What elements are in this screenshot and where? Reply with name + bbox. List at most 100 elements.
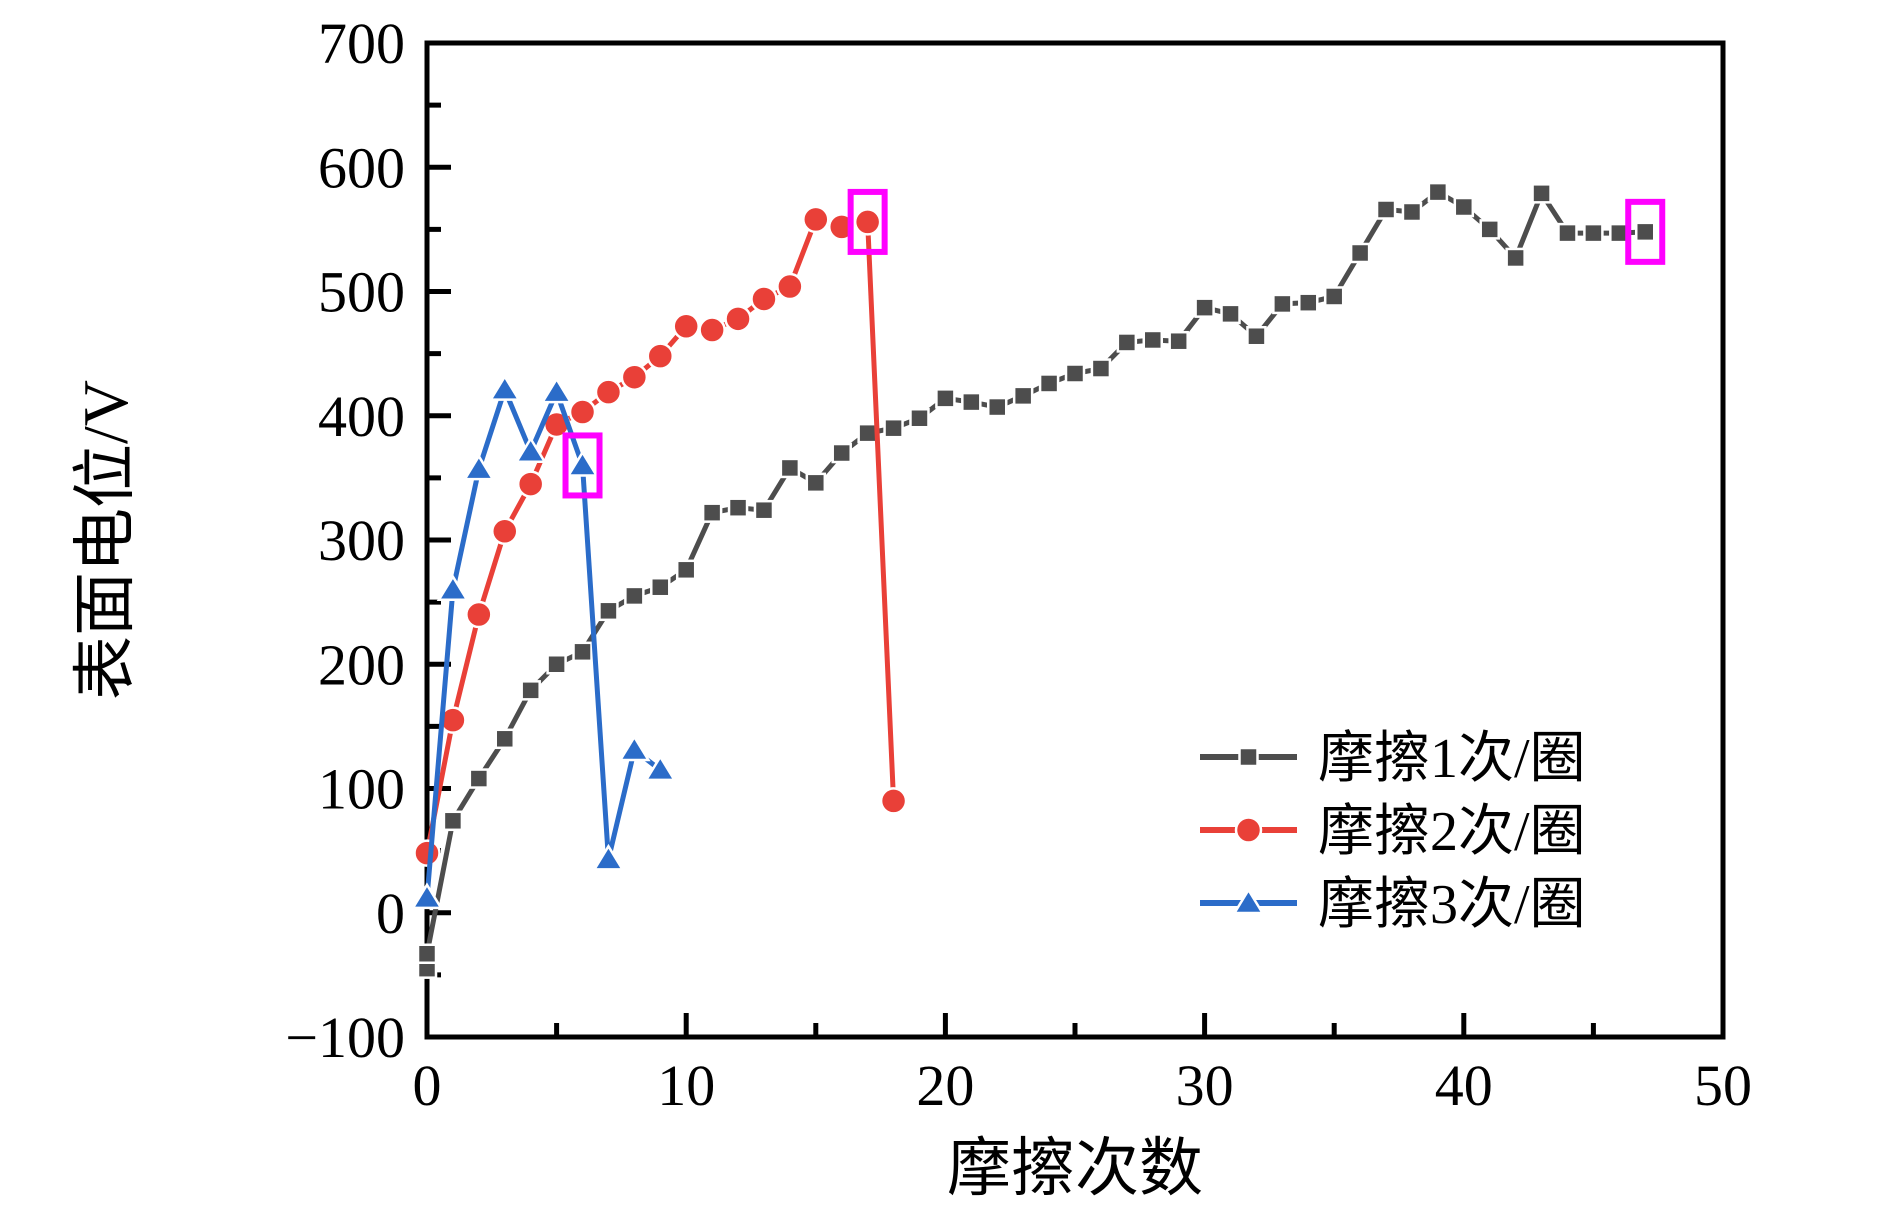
- series-3-marker: [488, 374, 521, 401]
- y-tick-label: 500: [318, 260, 405, 325]
- series-1-marker: [1272, 293, 1293, 315]
- series-1-marker: [1064, 363, 1086, 384]
- series-3-marker: [410, 882, 444, 910]
- series-1-marker: [598, 600, 619, 622]
- series-2-marker: [516, 470, 545, 498]
- series-1-marker: [779, 457, 801, 479]
- series-1-marker: [1453, 196, 1475, 218]
- series-1-marker: [857, 422, 878, 444]
- series-1-marker: [520, 680, 541, 701]
- series-2-marker: [568, 398, 597, 426]
- series-2-marker: [620, 363, 649, 391]
- series-3-marker: [436, 574, 470, 601]
- series-1-marker: [1505, 247, 1526, 269]
- series-1-marker: [442, 810, 464, 832]
- legend-label-1: 摩擦1次/圈: [1318, 728, 1586, 790]
- series-3-marker: [592, 843, 625, 871]
- series-1-marker: [1168, 330, 1189, 352]
- series-1-marker: [546, 654, 567, 675]
- series-1-marker: [1349, 242, 1371, 264]
- y-axis-title: 表面电位/V: [70, 380, 141, 700]
- legend-label-2: 摩擦2次/圈: [1318, 801, 1586, 863]
- y-tick-label: 0: [376, 881, 405, 946]
- series-3-marker: [566, 450, 599, 477]
- y-tick-label: 100: [318, 757, 405, 822]
- series-3-marker: [514, 436, 547, 464]
- series-2-marker: [672, 312, 700, 341]
- y-tick-label: 200: [318, 632, 405, 697]
- series-1-marker: [624, 585, 645, 607]
- legend-marker-2: [1234, 816, 1263, 844]
- series-1-marker: [1557, 222, 1578, 244]
- series-1-marker: [1116, 332, 1138, 353]
- series-1-marker: [1401, 201, 1423, 223]
- x-tick-label: 50: [1694, 1053, 1752, 1118]
- x-tick-label: 30: [1176, 1053, 1234, 1118]
- series-2-marker: [879, 787, 908, 815]
- series-2-marker: [698, 316, 726, 344]
- y-tick-label: −100: [285, 1005, 405, 1070]
- series-2-marker: [724, 305, 752, 333]
- series-2-marker: [465, 600, 493, 629]
- series-1-marker: [494, 728, 516, 750]
- series-1-marker: [1090, 358, 1112, 379]
- series-1-marker: [1375, 199, 1397, 220]
- series-line-3: [424, 387, 663, 901]
- series-1-marker: [1479, 219, 1500, 240]
- series-1-marker: [1427, 181, 1449, 203]
- x-axis-title: 摩擦次数: [947, 1133, 1203, 1204]
- series-1-marker: [1531, 183, 1552, 204]
- series-1-marker: [909, 407, 930, 429]
- series-3-marker: [462, 453, 496, 481]
- y-tick-label: 300: [318, 508, 405, 573]
- series-1-marker: [1583, 222, 1604, 244]
- highlight-box: [1625, 198, 1666, 265]
- series-2-marker: [413, 839, 441, 867]
- series-1-marker: [416, 943, 438, 965]
- series-1-marker: [805, 472, 827, 494]
- highlight-box: [562, 432, 603, 499]
- series-2-marker: [750, 285, 778, 313]
- series-1-marker: [468, 768, 490, 789]
- series-1-marker: [1194, 297, 1215, 318]
- series-3-marker: [540, 376, 573, 404]
- series-1-marker: [1323, 286, 1345, 307]
- legend-marker-1: [1238, 746, 1259, 768]
- series-1-marker: [1634, 221, 1656, 243]
- series-1-marker: [831, 442, 852, 464]
- series-2-marker: [802, 205, 830, 234]
- highlight-box: [847, 188, 888, 255]
- series-1-marker: [1142, 329, 1164, 351]
- series-1-marker: [753, 499, 775, 521]
- x-tick-label: 20: [916, 1053, 974, 1118]
- legend-label-3: 摩擦3次/圈: [1318, 874, 1586, 936]
- x-tick-label: 10: [657, 1053, 715, 1118]
- series-1-marker: [727, 497, 749, 518]
- series-1-marker: [961, 391, 982, 413]
- x-tick-label: 40: [1435, 1053, 1493, 1118]
- series-1-marker: [1246, 325, 1267, 347]
- series-3-marker: [644, 754, 677, 782]
- series-1-marker: [1298, 292, 1319, 313]
- series-1-marker: [1012, 385, 1034, 407]
- series-2-marker: [594, 378, 623, 406]
- series-2-marker: [776, 272, 804, 301]
- series-1-marker: [701, 502, 723, 523]
- series-1-marker: [986, 396, 1008, 418]
- series-1-marker: [883, 417, 904, 439]
- series-1-marker: [1038, 373, 1060, 394]
- y-tick-label: 400: [318, 384, 405, 449]
- series-1-marker: [572, 641, 593, 663]
- legend-marker-3: [1232, 887, 1265, 915]
- series-2-marker: [853, 208, 882, 236]
- series-3-marker: [618, 734, 651, 762]
- series-1-marker: [650, 576, 671, 598]
- y-tick-label: 600: [318, 135, 405, 200]
- y-tick-label: 700: [318, 11, 405, 76]
- x-tick-label: 0: [413, 1053, 442, 1118]
- series-2-marker: [491, 517, 519, 546]
- series-1-marker: [935, 388, 956, 409]
- series-1-marker: [675, 559, 697, 581]
